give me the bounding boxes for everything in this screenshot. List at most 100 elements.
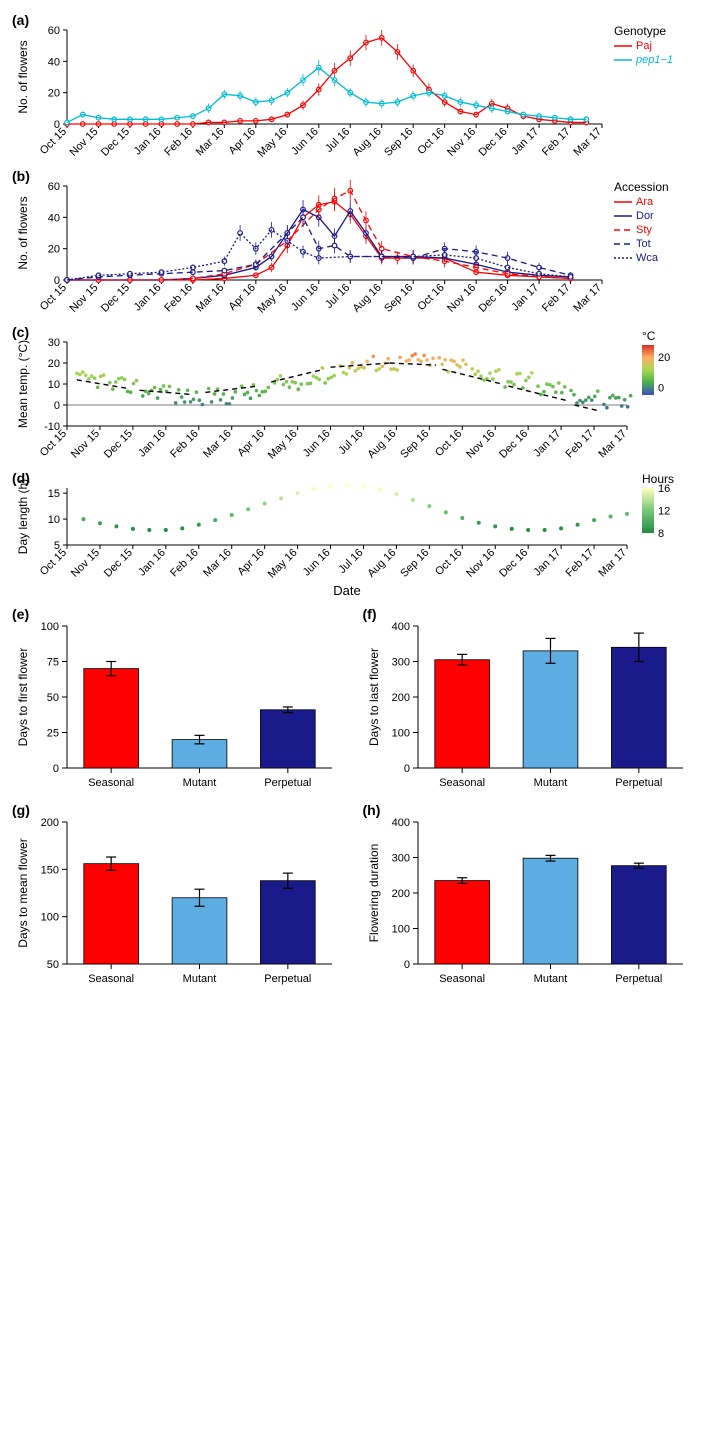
chart: 0100200300400Flowering durationSeasonalM…: [363, 802, 693, 992]
svg-text:400: 400: [391, 621, 409, 633]
bar: [611, 647, 666, 768]
svg-text:Nov 15: Nov 15: [67, 282, 100, 315]
svg-text:Genotype: Genotype: [614, 24, 666, 38]
svg-text:Apr 16: Apr 16: [227, 282, 258, 313]
svg-text:Jan 16: Jan 16: [132, 126, 164, 158]
svg-text:Jul 16: Jul 16: [323, 282, 352, 311]
panel-h: (h)0100200300400Flowering durationSeason…: [363, 802, 698, 992]
panel-a: (a)0204060Oct 15Nov 15Dec 15Jan 16Feb 16…: [12, 12, 697, 162]
svg-text:Aug 16: Aug 16: [365, 428, 398, 461]
svg-text:Oct 16: Oct 16: [433, 428, 464, 459]
svg-text:Oct 16: Oct 16: [433, 547, 464, 578]
svg-text:Dor: Dor: [636, 210, 654, 222]
svg-text:100: 100: [41, 912, 59, 924]
svg-text:Nov 16: Nov 16: [445, 126, 478, 159]
svg-text:Mar 17: Mar 17: [596, 547, 629, 580]
svg-text:Jan 16: Jan 16: [132, 282, 164, 314]
svg-text:12: 12: [658, 506, 670, 518]
svg-text:Flowering duration: Flowering duration: [367, 844, 381, 943]
svg-text:300: 300: [391, 657, 409, 669]
svg-text:Mean temp. (°C): Mean temp. (°C): [16, 340, 30, 428]
svg-text:Feb 17: Feb 17: [563, 547, 596, 580]
svg-text:Sep 16: Sep 16: [382, 282, 415, 315]
panel-h-label: (h): [363, 802, 381, 818]
svg-text:Jan 17: Jan 17: [531, 428, 563, 460]
svg-text:Feb 16: Feb 16: [162, 126, 195, 159]
svg-text:Apr 16: Apr 16: [235, 547, 266, 578]
panel-c: (c)-100102030Oct 15Nov 15Dec 15Jan 16Feb…: [12, 324, 697, 464]
svg-text:20: 20: [48, 88, 60, 100]
svg-text:20: 20: [48, 358, 60, 370]
svg-text:25: 25: [47, 728, 59, 740]
svg-text:Jan 16: Jan 16: [136, 547, 168, 579]
bar: [172, 898, 227, 964]
bar: [84, 864, 139, 964]
panel-g-label: (g): [12, 802, 30, 818]
panel-d-label: (d): [12, 470, 30, 486]
svg-text:Date: Date: [333, 583, 360, 598]
svg-text:Mutant: Mutant: [183, 973, 217, 985]
svg-text:Perpetual: Perpetual: [264, 777, 311, 789]
bar: [523, 858, 578, 964]
svg-text:Mar 16: Mar 16: [201, 547, 234, 580]
chart: 51015Oct 15Nov 15Dec 15Jan 16Feb 16Mar 1…: [12, 470, 697, 600]
svg-text:10: 10: [48, 514, 60, 526]
panel-b-label: (b): [12, 168, 30, 184]
color-legend: °C020: [642, 329, 670, 395]
color-legend: Hours81216: [642, 472, 674, 540]
svg-text:Wca: Wca: [636, 252, 659, 264]
svg-text:40: 40: [48, 212, 60, 224]
svg-text:Jan 17: Jan 17: [509, 282, 541, 314]
svg-text:Mar 16: Mar 16: [194, 126, 227, 159]
bar: [523, 651, 578, 768]
svg-text:0: 0: [54, 400, 60, 412]
svg-text:May 16: May 16: [255, 282, 289, 316]
svg-text:Nov 15: Nov 15: [69, 547, 102, 580]
panel-f: (f)0100200300400Days to last flowerSeaso…: [363, 606, 698, 796]
svg-text:300: 300: [391, 853, 409, 865]
svg-text:100: 100: [391, 924, 409, 936]
svg-text:Nov 16: Nov 16: [464, 428, 497, 461]
svg-text:Day length (h): Day length (h): [16, 479, 30, 554]
svg-text:Days to last flower: Days to last flower: [367, 648, 381, 746]
svg-text:May 16: May 16: [266, 547, 300, 581]
svg-text:Mutant: Mutant: [183, 777, 217, 789]
panel-e: (e)0255075100Days to first flowerSeasona…: [12, 606, 347, 796]
svg-text:Feb 17: Feb 17: [540, 282, 573, 315]
svg-text:Apr 16: Apr 16: [235, 428, 266, 459]
svg-text:0: 0: [403, 763, 409, 775]
svg-text:Feb 16: Feb 16: [168, 547, 201, 580]
svg-text:Mutant: Mutant: [533, 777, 567, 789]
svg-text:°C: °C: [642, 329, 656, 343]
svg-text:Mar 17: Mar 17: [571, 126, 604, 159]
chart: 0255075100Days to first flowerSeasonalMu…: [12, 606, 342, 796]
svg-text:Perpetual: Perpetual: [264, 973, 311, 985]
svg-text:Dec 15: Dec 15: [102, 547, 135, 580]
svg-text:Jun 16: Jun 16: [289, 126, 321, 158]
svg-text:Dec 16: Dec 16: [497, 547, 530, 580]
svg-text:Jan 17: Jan 17: [509, 126, 541, 158]
svg-text:20: 20: [48, 244, 60, 256]
svg-text:30: 30: [48, 337, 60, 349]
svg-text:Oct 16: Oct 16: [415, 282, 446, 313]
svg-text:Sep 16: Sep 16: [398, 428, 431, 461]
svg-text:Seasonal: Seasonal: [439, 777, 485, 789]
svg-text:60: 60: [48, 25, 60, 37]
svg-text:Jun 16: Jun 16: [289, 282, 321, 314]
svg-text:Dec 16: Dec 16: [477, 282, 510, 315]
svg-text:0: 0: [658, 382, 664, 394]
panel-f-label: (f): [363, 606, 377, 622]
svg-text:0: 0: [53, 763, 59, 775]
svg-text:Sep 16: Sep 16: [398, 547, 431, 580]
svg-text:15: 15: [48, 488, 60, 500]
svg-text:Accession: Accession: [614, 180, 669, 194]
svg-text:Dec 16: Dec 16: [497, 428, 530, 461]
svg-text:pep1−1: pep1−1: [635, 54, 673, 66]
svg-text:Aug 16: Aug 16: [351, 282, 384, 315]
legend: GenotypePajpep1−1: [614, 24, 673, 66]
svg-text:10: 10: [48, 379, 60, 391]
svg-text:Nov 15: Nov 15: [69, 428, 102, 461]
svg-text:16: 16: [658, 483, 670, 495]
panel-c-label: (c): [12, 324, 29, 340]
svg-text:Dec 15: Dec 15: [102, 428, 135, 461]
